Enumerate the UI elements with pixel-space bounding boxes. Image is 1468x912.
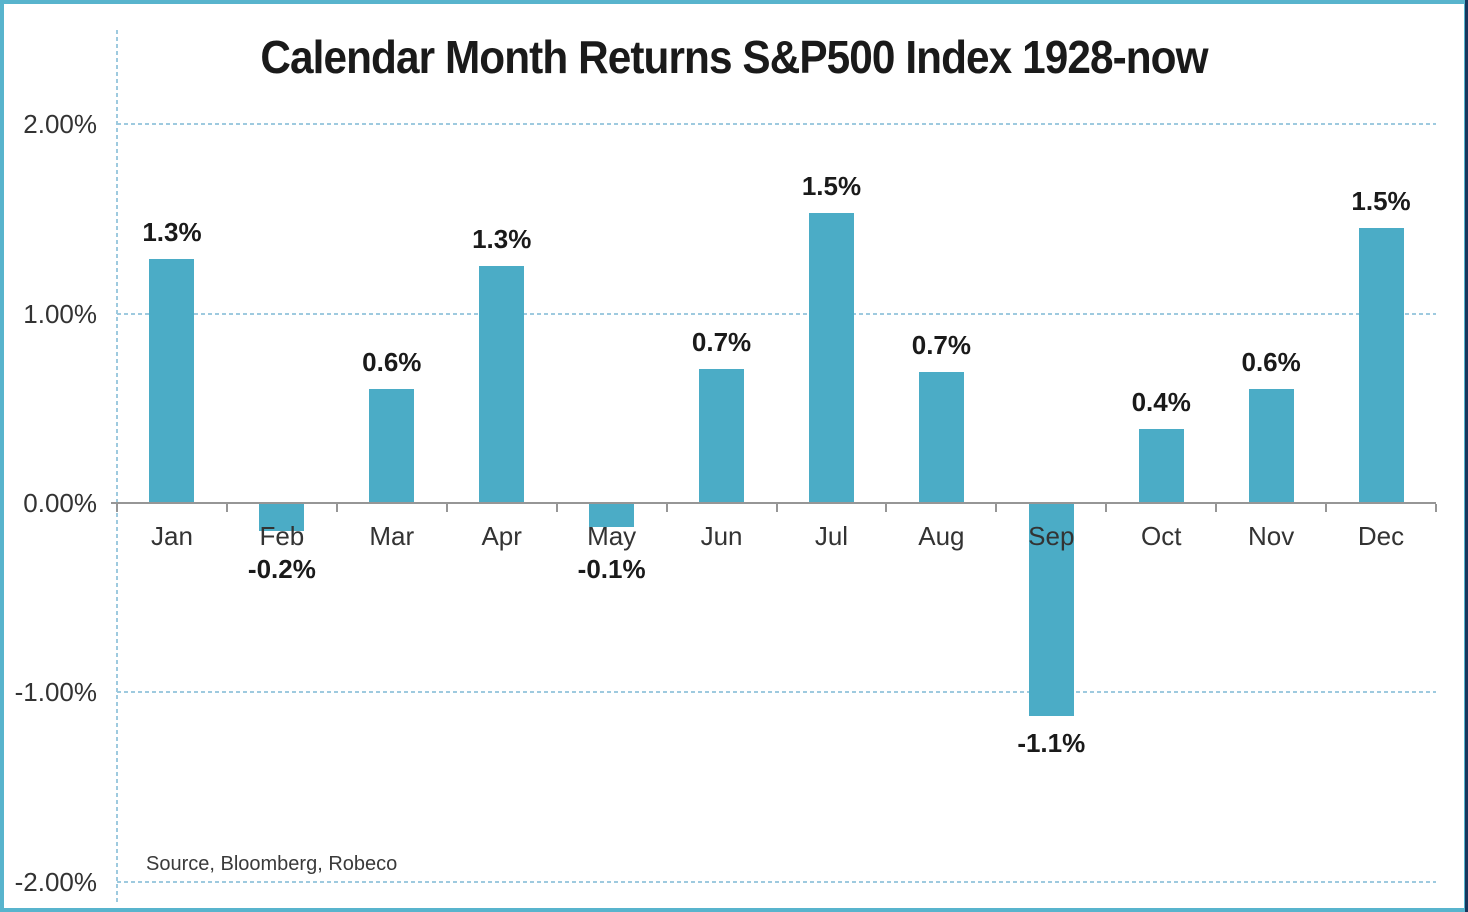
x-axis-category-label: Feb: [259, 521, 305, 551]
bar-jan: [149, 258, 195, 503]
x-axis-tick: [1215, 504, 1218, 512]
bar-aug: [918, 372, 964, 503]
bar-feb: [259, 504, 305, 531]
bar-value-label: 0.4%: [1131, 387, 1191, 418]
bar-value-label: -0.1%: [577, 554, 646, 584]
x-axis-category-label: Dec: [1357, 521, 1405, 551]
y-axis-tick-label: 0.00%: [23, 488, 97, 518]
x-axis-tick: [555, 504, 558, 512]
y-gridline: [117, 123, 1436, 126]
x-axis-category-label: Apr: [481, 521, 522, 551]
bar-jul: [808, 213, 854, 503]
bar-apr: [479, 266, 525, 503]
x-axis-category-label: Jun: [700, 521, 743, 551]
x-axis-tick: [885, 504, 888, 512]
chart-title: Calendar Month Returns S&P500 Index 1928…: [260, 31, 1208, 83]
bar-value-label: 0.6%: [1241, 347, 1301, 378]
y-gridline: [117, 691, 1436, 694]
bar-value-label: -1.1%: [1017, 728, 1086, 759]
x-axis-tick: [445, 504, 448, 512]
y-axis-line: [116, 30, 118, 905]
y-axis-tick-label: 2.00%: [23, 109, 97, 140]
bar-dec: [1358, 228, 1404, 503]
x-axis-category-label: May: [587, 521, 637, 551]
bar-oct: [1138, 429, 1184, 503]
source-note: Source, Bloomberg, Robeco: [146, 853, 398, 875]
x-axis-tick: [335, 504, 338, 512]
bar-value-label: 0.7%: [911, 330, 971, 361]
x-axis-line: [111, 502, 1436, 504]
x-axis-tick: [775, 504, 778, 512]
bar-value-label: 1.3%: [472, 224, 532, 255]
bar-jun: [699, 368, 745, 503]
y-axis-tick-label: -2.00%: [14, 866, 97, 897]
bar-value-label: 1.5%: [1351, 186, 1411, 217]
x-axis-category-label: Sep: [1028, 521, 1075, 551]
y-axis-tick-label: 1.00%: [23, 298, 97, 329]
x-axis-tick: [1435, 504, 1437, 512]
y-gridline: [117, 312, 1436, 315]
bar-sep: [1028, 504, 1074, 717]
x-axis-tick: [116, 504, 118, 512]
x-axis-category-label: Nov: [1248, 521, 1295, 551]
bar-may: [589, 504, 635, 527]
x-axis-category-label: Aug: [918, 521, 965, 551]
bar-value-label: 0.7%: [691, 326, 752, 357]
y-axis-tick-label: -1.00%: [14, 677, 97, 708]
x-axis-category-label: Mar: [369, 521, 415, 551]
bar-value-label: 0.6%: [362, 347, 422, 378]
x-axis-tick: [1105, 504, 1108, 512]
y-gridline: [117, 880, 1436, 883]
bar-value-label: -0.2%: [247, 554, 316, 584]
x-axis-category-label: Oct: [1140, 521, 1182, 551]
x-axis-tick: [225, 504, 228, 512]
x-axis-tick: [665, 504, 668, 512]
x-axis-category-label: Jan: [150, 521, 193, 551]
bar-nov: [1248, 389, 1294, 503]
bar-value-label: 1.3%: [142, 216, 202, 247]
bar-value-label: 1.5%: [801, 171, 862, 202]
x-axis-tick: [1325, 504, 1328, 512]
x-axis-category-label: Jul: [814, 521, 849, 551]
x-axis-tick: [995, 504, 998, 512]
bar-mar: [369, 389, 415, 503]
